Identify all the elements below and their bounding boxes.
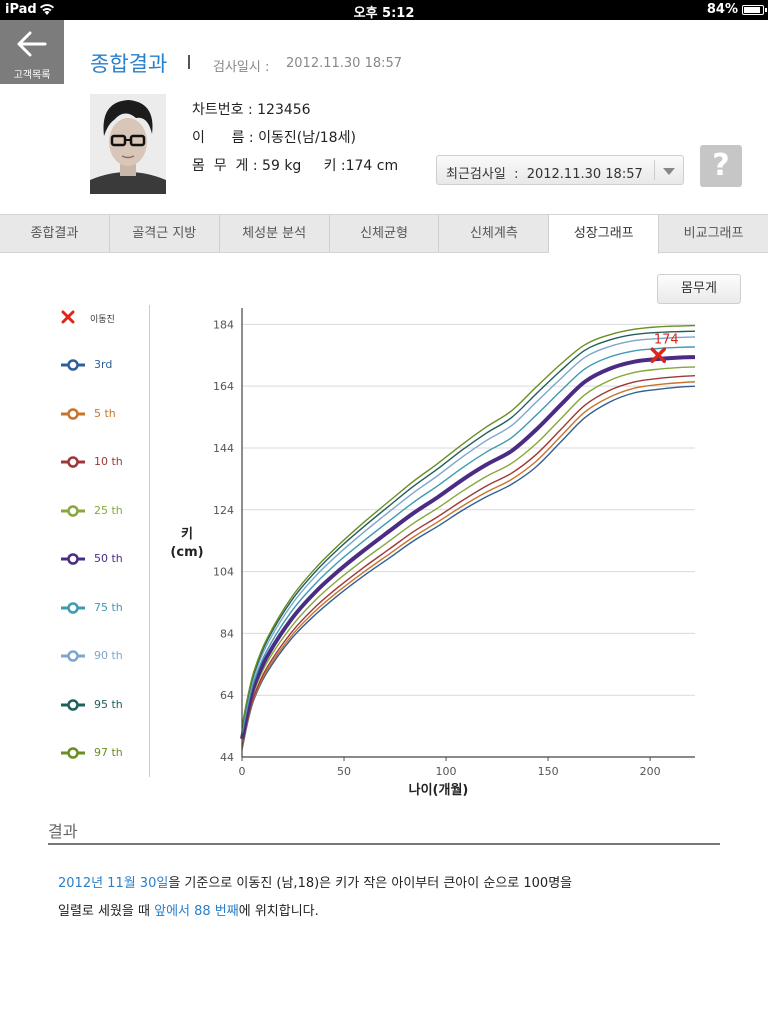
- y-tick-label: 124: [213, 504, 234, 517]
- legend-label: 5 th: [94, 406, 116, 420]
- legend-label: 90 th: [94, 649, 123, 662]
- result-heading: 결과: [48, 822, 78, 841]
- series-line-3rd: [241, 385, 696, 751]
- tab-body-measurement[interactable]: 신체계측: [439, 215, 550, 252]
- result-text-b: 일렬로 세웠을 때: [58, 904, 155, 919]
- legend-line-marker-icon: [61, 698, 85, 711]
- page-title: 종합결과: [90, 52, 168, 76]
- clock: 오후 5:12: [353, 6, 415, 21]
- series-line-10th: [241, 375, 696, 747]
- tab-body-balance[interactable]: 신체균형: [330, 215, 440, 252]
- device-label: iPad: [5, 2, 37, 17]
- y-tick-label: 44: [220, 751, 234, 764]
- result-text-a: 을 기준으로 이동진 (남,18)은 키가 작은 아이부터 큰아이 순으로 10…: [168, 876, 573, 891]
- legend-line-marker-icon: [61, 601, 85, 614]
- chart-number: 차트번호 : 123456: [192, 102, 311, 118]
- x-tick-label: 200: [640, 765, 661, 778]
- tab-body-composition[interactable]: 체성분 분석: [220, 215, 330, 252]
- red-x-marker-icon: [61, 310, 75, 324]
- tab-comparison-graph[interactable]: 비교그래프: [683, 226, 744, 241]
- legend-line-marker-icon: [61, 359, 85, 371]
- back-to-customer-list-button[interactable]: 고객목록: [0, 20, 64, 84]
- recent-exam-label: 최근검사일 : 2012.11.30 18:57: [446, 167, 643, 182]
- result-text-c: 에 위치합니다.: [238, 904, 319, 919]
- series-line-25th: [241, 366, 696, 743]
- back-arrow-icon: [17, 31, 47, 57]
- legend-label: 95 th: [94, 697, 123, 711]
- growth-chart: 44 64 84 104 124 144 164 184 0 50 100 150 200 나이(개월) 키…: [170, 308, 696, 798]
- y-axis-label: 키: [181, 527, 193, 542]
- legend-line-marker-icon: [61, 747, 85, 759]
- wifi-icon: [40, 4, 54, 15]
- series-line-5th: [241, 381, 696, 749]
- chevron-down-icon: [663, 168, 675, 175]
- series-line-95th: [241, 330, 696, 729]
- series-line-97th: [241, 324, 696, 727]
- chart-legend: 이동진 3rd 5 th 10 th 25 th 50 th 75 th 90 th 95 t…: [50, 305, 150, 777]
- series-line-75th: [241, 346, 696, 735]
- y-axis-label: (cm): [170, 545, 203, 560]
- result-description: 2012년 11월 30일을 기준으로 이동진 (남,18)은 키가 작은 아이…: [58, 870, 698, 926]
- legend-label: 75 th: [94, 600, 123, 614]
- tab-bar: 종합결과 골격근 지방 체성분 분석 신체균형 신체계측 성장그래프 비교그래프: [0, 214, 768, 254]
- user-x-marker: [650, 347, 667, 364]
- x-tick-label: 50: [337, 765, 351, 778]
- recent-exam-dropdown[interactable]: 최근검사일 : 2012.11.30 18:57: [436, 155, 684, 185]
- x-tick-label: 100: [436, 765, 457, 778]
- x-tick-label: 0: [239, 765, 246, 778]
- exam-datetime-label: 검사일시 :: [213, 60, 270, 75]
- patient-name: 이 름 : 이동진(남/18세): [192, 130, 356, 146]
- legend-label: 25 th: [94, 503, 123, 517]
- result-divider: [48, 843, 720, 845]
- legend-user-label: 이동진: [90, 315, 115, 325]
- patient-photo: [90, 94, 166, 194]
- legend-line-marker-icon: [61, 504, 85, 517]
- legend-line-marker-icon: [61, 553, 85, 565]
- user-height-label: 174: [654, 332, 679, 347]
- result-date: 2012년 11월 30일: [58, 876, 169, 891]
- exam-datetime-value: 2012.11.30 18:57: [286, 56, 403, 71]
- legend-line-marker-icon: [61, 650, 85, 662]
- battery-icon: [742, 5, 767, 15]
- tab-muscle-fat[interactable]: 골격근 지방: [110, 215, 220, 252]
- series-line-50th: [240, 355, 696, 740]
- legend-label: 10 th: [94, 455, 123, 468]
- y-tick-label: 164: [213, 380, 234, 393]
- series-line-90th: [241, 336, 696, 731]
- back-button-label: 고객목록: [13, 70, 51, 81]
- title-separator: [188, 55, 190, 69]
- legend-label: 50 th: [94, 552, 123, 565]
- legend-label: 3rd: [94, 358, 113, 371]
- result-rank: 앞에서 88 번째: [154, 904, 239, 919]
- weight-toggle-button[interactable]: 몸무게: [657, 274, 741, 304]
- legend-line-marker-icon: [61, 407, 85, 420]
- patient-body-measures: 몸 무 게 : 59 kg 키 :174 cm: [192, 158, 399, 174]
- x-tick-label: 150: [538, 765, 559, 778]
- y-tick-label: 64: [220, 689, 234, 702]
- battery-percent: 84%: [706, 2, 738, 17]
- x-axis-label: 나이(개월): [409, 782, 469, 798]
- legend-label: 97 th: [94, 746, 123, 759]
- y-tick-label: 184: [213, 318, 234, 331]
- tab-overall-result[interactable]: 종합결과: [0, 215, 110, 252]
- help-button[interactable]: ?: [700, 145, 742, 187]
- tab-growth-graph[interactable]: 성장그래프: [549, 215, 660, 254]
- y-tick-label: 104: [213, 566, 234, 579]
- y-tick-label: 144: [213, 442, 234, 455]
- y-tick-label: 84: [220, 627, 234, 640]
- legend-line-marker-icon: [61, 456, 85, 468]
- status-bar: iPad 오후 5:12 84%: [0, 0, 768, 21]
